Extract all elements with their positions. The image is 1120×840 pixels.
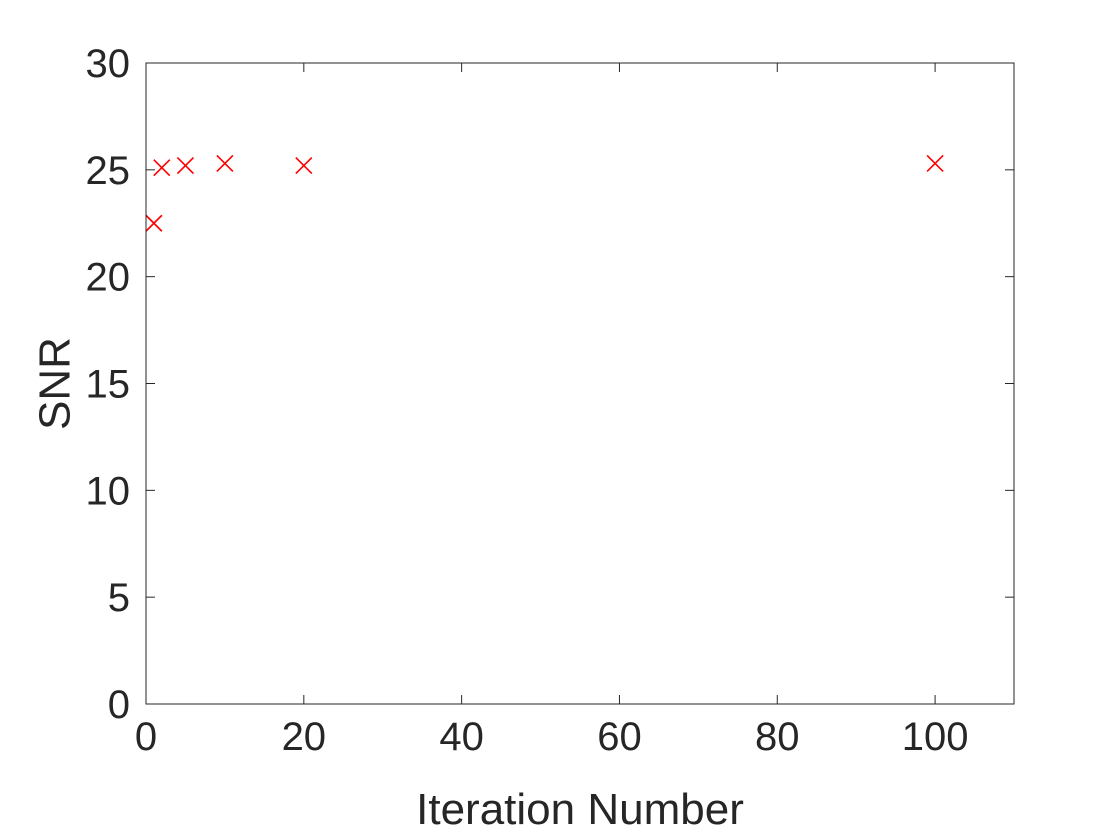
x-tick-label: 20: [282, 715, 327, 759]
data-point: [145, 214, 163, 232]
data-point: [216, 154, 234, 172]
data-points: [145, 154, 944, 232]
x-tick-label: 80: [755, 715, 800, 759]
x-tick-label: 40: [439, 715, 484, 759]
x-tick-label: 60: [597, 715, 642, 759]
x-tick-labels: 0 20 40 60 80 100: [135, 715, 969, 759]
y-tick-label: 25: [86, 149, 131, 193]
x-axis-title: Iteration Number: [416, 785, 744, 834]
data-point: [926, 154, 944, 172]
y-tick-labels: 0 5 10 15 20 25 30: [86, 42, 131, 727]
y-tick-label: 10: [86, 469, 131, 513]
data-point: [176, 156, 195, 175]
x-tick-label: 0: [135, 715, 157, 759]
y-tick-label: 30: [86, 42, 131, 86]
y-tick-label: 20: [86, 256, 131, 300]
y-tick-label: 5: [108, 576, 130, 620]
y-tick-label: 0: [108, 683, 130, 727]
y-tick-label: 15: [86, 363, 131, 407]
plot-area: [146, 63, 1014, 704]
axes-box: [145, 62, 1015, 705]
x-tick-label: 100: [902, 715, 969, 759]
y-axis-title: SNR: [31, 337, 80, 430]
data-point: [153, 159, 171, 177]
data-point: [295, 156, 313, 175]
